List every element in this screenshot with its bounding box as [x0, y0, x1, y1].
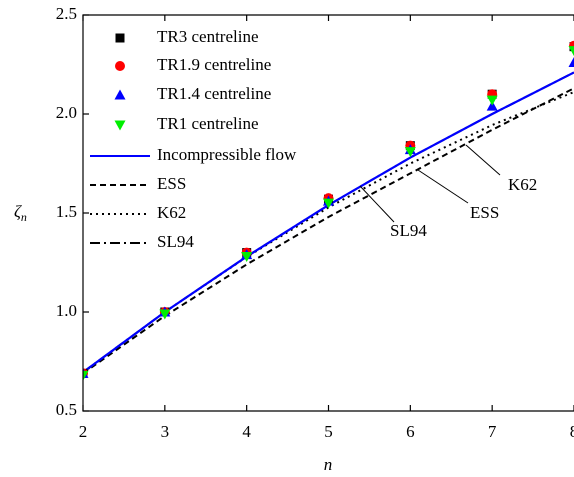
legend-label: TR1 centreline	[157, 114, 259, 133]
annotation-leaders	[359, 144, 501, 223]
series-line	[83, 87, 574, 375]
marker	[486, 95, 498, 106]
marker	[241, 252, 253, 263]
y-axis-label: ζn	[14, 202, 27, 224]
y-label-symbol: ζ	[14, 202, 22, 221]
legend-label: K62	[157, 203, 186, 222]
annotation: ESS	[470, 203, 499, 222]
annotation: K62	[508, 175, 537, 194]
marker	[114, 89, 126, 100]
legend-label: ESS	[157, 174, 186, 193]
y-tick-label: 2.0	[56, 103, 77, 122]
legend-label: TR1.4 centreline	[157, 84, 271, 103]
legend-label: TR1.9 centreline	[157, 55, 271, 74]
marker	[115, 61, 125, 71]
y-tick-label: 0.5	[56, 400, 77, 419]
x-tick-label: 6	[406, 422, 415, 441]
legend-label: Incompressible flow	[157, 145, 297, 164]
x-axis-label: n	[324, 455, 333, 474]
legend-label: SL94	[157, 232, 194, 251]
marker	[568, 57, 574, 68]
marker	[114, 120, 126, 131]
x-tick-label: 3	[161, 422, 170, 441]
marker	[115, 33, 125, 43]
y-label-subscript: n	[21, 210, 27, 224]
marker	[404, 147, 416, 158]
y-tick-label: 2.5	[56, 4, 77, 23]
x-tick-label: 2	[79, 422, 88, 441]
marker	[323, 198, 334, 209]
marker	[568, 46, 574, 57]
x-tick-label: 7	[488, 422, 497, 441]
x-tick-label: 8	[570, 422, 574, 441]
marker	[83, 370, 89, 381]
plot-area	[83, 40, 574, 381]
marker	[159, 309, 171, 320]
x-tick-label: 4	[242, 422, 251, 441]
y-tick-label: 1.5	[56, 202, 77, 221]
x-tick-label: 5	[324, 422, 333, 441]
y-tick-label: 1.0	[56, 301, 77, 320]
annotation: SL94	[390, 221, 427, 240]
legend-label: TR3 centreline	[157, 27, 259, 46]
